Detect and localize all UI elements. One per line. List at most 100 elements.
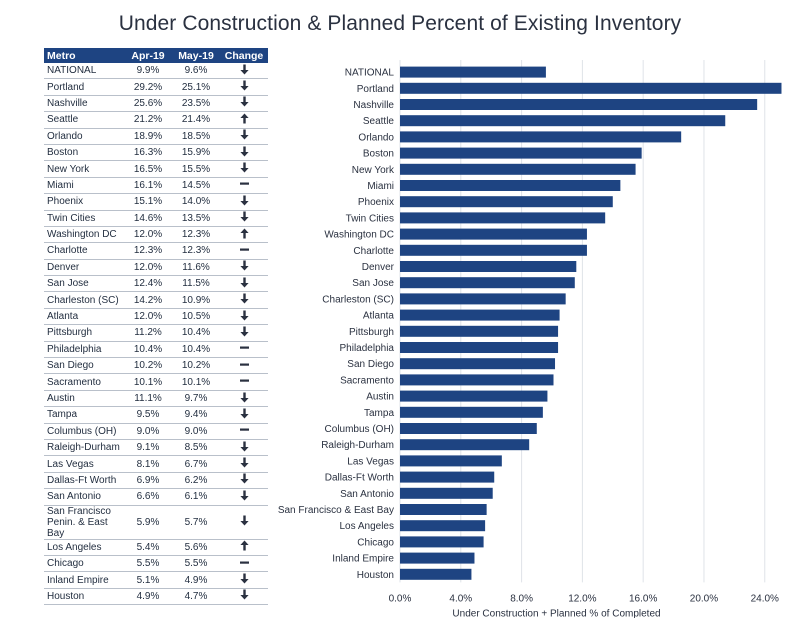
metro-cell: Inland Empire: [44, 571, 124, 589]
category-label: Philadelphia: [340, 343, 395, 354]
table-row: San Jose 12.4% 11.5%: [44, 275, 268, 293]
arrow-down-icon: [220, 291, 268, 309]
arrow-down-icon: [220, 63, 268, 80]
bar: [400, 568, 472, 580]
apr-cell: 12.0%: [124, 259, 172, 277]
bar: [400, 180, 621, 191]
metro-cell: Phoenix: [44, 193, 124, 211]
bar: [400, 374, 554, 386]
may-cell: 5.6%: [172, 539, 220, 556]
bar: [400, 196, 613, 208]
bar: [400, 536, 484, 548]
apr-cell: 6.6%: [124, 488, 172, 506]
arrow-down-icon: [220, 275, 268, 293]
category-label: Miami: [367, 181, 394, 192]
apr-cell: 15.1%: [124, 193, 172, 211]
category-label: Pittsburgh: [349, 327, 394, 338]
metro-cell: Austin: [44, 390, 124, 408]
metro-cell: New York: [44, 160, 124, 178]
apr-cell: 16.1%: [124, 177, 172, 195]
bar: [400, 552, 475, 564]
apr-cell: 25.6%: [124, 95, 172, 113]
category-label: Los Angeles: [340, 521, 395, 532]
may-cell: 9.6%: [172, 63, 220, 80]
arrow-down-icon: [220, 210, 268, 227]
may-cell: 23.5%: [172, 95, 220, 113]
bar: [400, 212, 606, 224]
arrow-up-icon: [220, 539, 268, 556]
may-cell: 9.0%: [172, 423, 220, 440]
metro-cell: Sacramento: [44, 373, 124, 391]
apr-cell: 14.2%: [124, 291, 172, 309]
table-row: Los Angeles 5.4% 5.6%: [44, 539, 268, 556]
header-apr: Apr-19: [124, 48, 172, 63]
bar: [400, 147, 642, 159]
apr-cell: 16.3%: [124, 144, 172, 162]
category-label: Portland: [357, 84, 394, 95]
may-cell: 10.2%: [172, 357, 220, 375]
dash-icon: [220, 423, 268, 440]
table-row: Charleston (SC) 14.2% 10.9%: [44, 291, 268, 309]
table-row: Nashville 25.6% 23.5%: [44, 95, 268, 113]
dash-icon: [220, 555, 268, 573]
arrow-down-icon: [220, 160, 268, 178]
table-row: Twin Cities 14.6% 13.5%: [44, 210, 268, 227]
table-row: Charlotte 12.3% 12.3%: [44, 242, 268, 260]
bar: [400, 358, 556, 370]
table-row: Las Vegas 8.1% 6.7%: [44, 455, 268, 473]
may-cell: 4.7%: [172, 588, 220, 606]
table-row: Sacramento 10.1% 10.1%: [44, 373, 268, 391]
apr-cell: 5.1%: [124, 571, 172, 589]
bar: [400, 342, 559, 353]
may-cell: 6.1%: [172, 488, 220, 506]
apr-cell: 10.4%: [124, 341, 172, 359]
metro-cell: San Jose: [44, 275, 124, 293]
category-label: Phoenix: [358, 197, 394, 208]
may-cell: 14.5%: [172, 177, 220, 195]
apr-cell: 5.5%: [124, 555, 172, 573]
x-tick-label: 16.0%: [629, 593, 657, 604]
apr-cell: 18.9%: [124, 128, 172, 145]
bar: [400, 471, 495, 483]
arrow-down-icon: [220, 128, 268, 145]
may-cell: 5.7%: [172, 505, 220, 540]
category-label: Tampa: [364, 408, 394, 419]
metro-cell: Boston: [44, 144, 124, 162]
arrow-down-icon: [220, 308, 268, 326]
dash-icon: [220, 242, 268, 260]
metro-cell: Portland: [44, 78, 124, 96]
apr-cell: 10.2%: [124, 357, 172, 375]
table-row: NATIONAL 9.9% 9.6%: [44, 63, 268, 80]
table-row: Boston 16.3% 15.9%: [44, 144, 268, 162]
metro-cell: Las Vegas: [44, 455, 124, 473]
apr-cell: 5.4%: [124, 539, 172, 556]
table-row: Columbus (OH) 9.0% 9.0%: [44, 423, 268, 440]
arrow-down-icon: [220, 144, 268, 162]
metro-cell: Charlotte: [44, 242, 124, 260]
bar: [400, 244, 587, 256]
category-label: Nashville: [353, 100, 394, 111]
table-row: Denver 12.0% 11.6%: [44, 259, 268, 277]
category-label: Charleston (SC): [322, 294, 394, 305]
apr-cell: 16.5%: [124, 160, 172, 178]
x-tick-label: 4.0%: [449, 593, 472, 604]
x-tick-label: 12.0%: [568, 593, 596, 604]
bar: [400, 504, 487, 515]
may-cell: 9.7%: [172, 390, 220, 408]
metro-cell: San Francisco Penin. & East Bay: [44, 505, 124, 540]
category-label: Columbus (OH): [325, 424, 394, 435]
metro-cell: Washington DC: [44, 226, 124, 244]
metro-cell: Philadelphia: [44, 341, 124, 359]
bar: [400, 163, 636, 175]
table-row: Dallas-Ft Worth 6.9% 6.2%: [44, 472, 268, 490]
apr-cell: 12.4%: [124, 275, 172, 293]
table-row: Tampa 9.5% 9.4%: [44, 406, 268, 424]
may-cell: 15.5%: [172, 160, 220, 178]
bar: [400, 406, 543, 418]
metro-cell: NATIONAL: [44, 63, 124, 80]
apr-cell: 29.2%: [124, 78, 172, 96]
may-cell: 21.4%: [172, 111, 220, 129]
arrow-down-icon: [220, 439, 268, 457]
table-row: Raleigh-Durham 9.1% 8.5%: [44, 439, 268, 457]
arrow-down-icon: [220, 406, 268, 424]
